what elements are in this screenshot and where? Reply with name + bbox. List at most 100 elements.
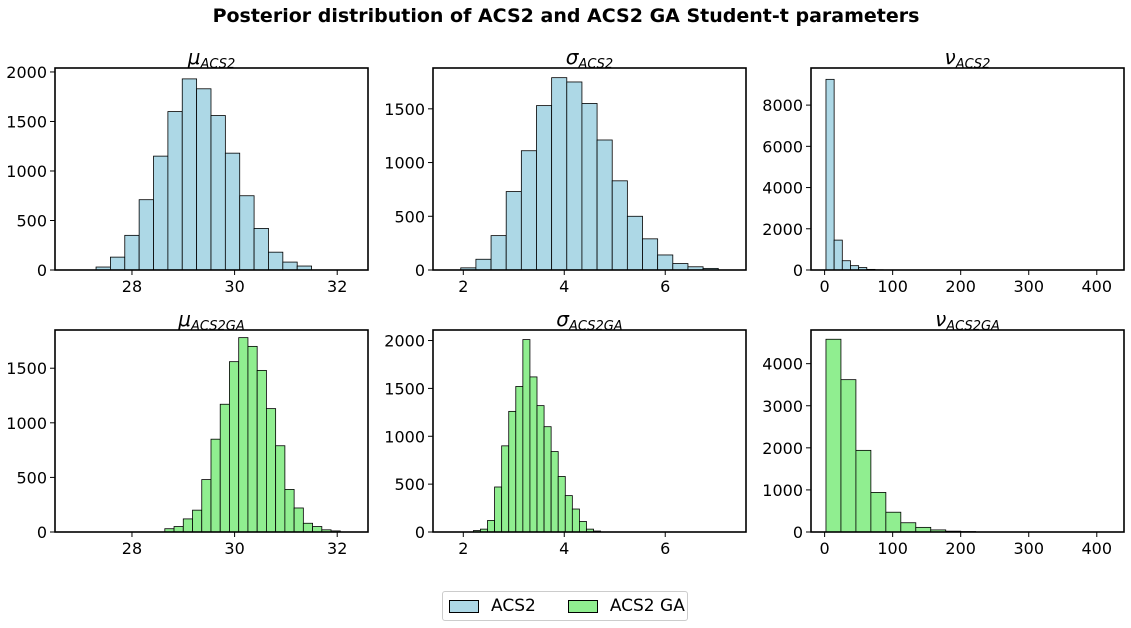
subplot-6-ytick-label: 4000: [762, 355, 803, 374]
subplot-6-bar-0: [825, 338, 842, 533]
subplot-5-xtick-label: 4: [559, 539, 569, 558]
subplot-5-bar-3: [494, 486, 503, 533]
subplot-1-xtick-label: 30: [224, 277, 244, 296]
subplot-5-bar-13: [564, 495, 573, 533]
subplot-4-ytick-label: 1500: [6, 359, 47, 378]
subplot-6-xtick-label: 400: [1082, 539, 1113, 558]
subplot-6-ytick-label: 2000: [762, 439, 803, 458]
subplot-3-xtick-label: 400: [1082, 277, 1113, 296]
subplot-5-bar-2: [487, 520, 495, 533]
subplot-2-bar-5: [536, 105, 553, 271]
subplot-6-ytick-label: 0: [793, 523, 803, 542]
subplot-4-xtick-label: 32: [327, 539, 347, 558]
subplot-1-bar-11: [253, 228, 269, 271]
subplot-1-ytick-label: 0: [37, 261, 47, 280]
subplot-6-ytick-label: 1000: [762, 481, 803, 500]
subplot-3-xtick-label: 200: [945, 277, 976, 296]
subplot-2-bar-8: [581, 103, 598, 271]
subplot-2-bar-6: [551, 77, 568, 271]
subplot-5-bar-4: [501, 445, 510, 533]
subplot-2-bar-7: [566, 81, 583, 271]
subplot-6-axes-frame: [810, 329, 1125, 533]
subplot-4-bar-16: [312, 526, 323, 533]
subplot-2-xtick-label: 4: [559, 277, 569, 296]
subplot-4-bar-11: [265, 408, 277, 533]
subplot-6-ytick-label: 3000: [762, 397, 803, 416]
subplot-1-bar-4: [153, 155, 169, 271]
subplot-5-bar-15: [579, 521, 587, 533]
subplot-4-ytick-label: 1000: [6, 414, 47, 433]
subplot-1-bar-2: [124, 234, 140, 271]
subplot-3-ytick-label: 0: [793, 261, 803, 280]
subplot-5: 2 4 6 0 500 1000 1500 2000 σACS2GA: [384, 307, 747, 558]
subplot-4-bar-8: [238, 337, 249, 533]
subplot-2-bar-2: [490, 235, 507, 271]
subplot-5-title: σACS2GA: [556, 307, 622, 334]
subplot-3-ytick-label: 2000: [762, 220, 803, 239]
subplot-4-bar-1: [173, 526, 184, 533]
subplot-5-bar-9: [536, 405, 545, 533]
subplot-2-bar-1: [475, 258, 492, 271]
subplot-2-title: σACS2: [566, 45, 613, 72]
subplot-5-xtick-label: 6: [660, 539, 670, 558]
subplot-5-bar-10: [543, 426, 552, 533]
legend-label-acs2ga: ACS2 GA: [609, 596, 685, 616]
subplot-1-xtick-label: 28: [122, 277, 142, 296]
legend-swatch-acs2: [449, 599, 479, 613]
figure-title: Posterior distribution of ACS2 and ACS2 …: [213, 5, 920, 27]
subplot-6-xtick-label: 0: [820, 539, 830, 558]
subplot-3-xtick-label: 100: [877, 277, 908, 296]
subplot-6-title: νACS2GA: [935, 307, 1000, 334]
subplot-1-bar-5: [167, 111, 183, 271]
subplot-6-bar-3: [870, 492, 887, 533]
subplot-6-bar-5: [900, 522, 917, 533]
subplot-4-bar-15: [302, 522, 313, 533]
subplot-3-ytick-label: 8000: [762, 96, 803, 115]
subplot-5-ytick-label: 500: [394, 475, 425, 494]
subplot-4-bar-6: [219, 403, 230, 533]
subplot-1-bar-13: [282, 261, 298, 271]
subplot-1-title: μACS2: [187, 45, 235, 72]
subplot-2-xtick-label: 2: [458, 277, 468, 296]
subplot-4-bar-13: [284, 489, 295, 533]
legend: ACS2 ACS2 GA: [442, 591, 688, 621]
subplot-1-bar-9: [224, 152, 241, 271]
subplot-5-bar-8: [529, 376, 538, 533]
subplot-5-ytick-label: 2000: [384, 332, 425, 351]
subplot-1: 28 30 32 0 500 1000 1500 2000 μACS2: [6, 45, 369, 296]
subplot-1-axes-frame: [54, 67, 369, 271]
subplot-6-bar-4: [885, 511, 902, 533]
subplot-4-xtick-label: 30: [224, 539, 244, 558]
subplot-3-bar-2: [841, 260, 851, 271]
subplot-3-title: νACS2: [945, 45, 991, 72]
subplot-5-xtick-label: 2: [458, 539, 468, 558]
subplot-1-bar-12: [268, 251, 284, 271]
subplot-2-bar-13: [657, 254, 674, 271]
subplot-6-xtick-label: 100: [877, 539, 908, 558]
subplot-2-bar-9: [596, 139, 613, 271]
subplot-3-ytick-label: 6000: [762, 137, 803, 156]
subplot-5-bar-14: [571, 508, 580, 533]
subplot-2: 2 4 6 0 500 1000 1500 σACS2: [384, 45, 747, 296]
subplot-3-bar-0: [825, 78, 835, 271]
subplot-4-bar-4: [201, 479, 212, 533]
subplot-3-bar-1: [833, 239, 843, 271]
subplot-1-bar-7: [196, 88, 212, 271]
legend-item-acs2: ACS2: [449, 596, 536, 616]
subplot-5-bar-12: [557, 476, 566, 533]
subplot-6-xtick-label: 300: [1013, 539, 1044, 558]
subplot-4-bar-7: [229, 361, 240, 533]
subplot-5-bar-6: [515, 386, 524, 533]
subplot-5-ytick-label: 1000: [384, 427, 425, 446]
subplot-1-ytick-label: 2000: [6, 63, 47, 82]
subplot-4-axes-frame: [54, 329, 369, 533]
subplot-3-xtick-label: 0: [820, 277, 830, 296]
subplot-4-xtick-label: 28: [122, 539, 142, 558]
subplot-4-bar-5: [210, 438, 221, 533]
subplot-2-ytick-label: 1000: [384, 154, 425, 173]
subplot-5-bar-7: [522, 339, 531, 533]
